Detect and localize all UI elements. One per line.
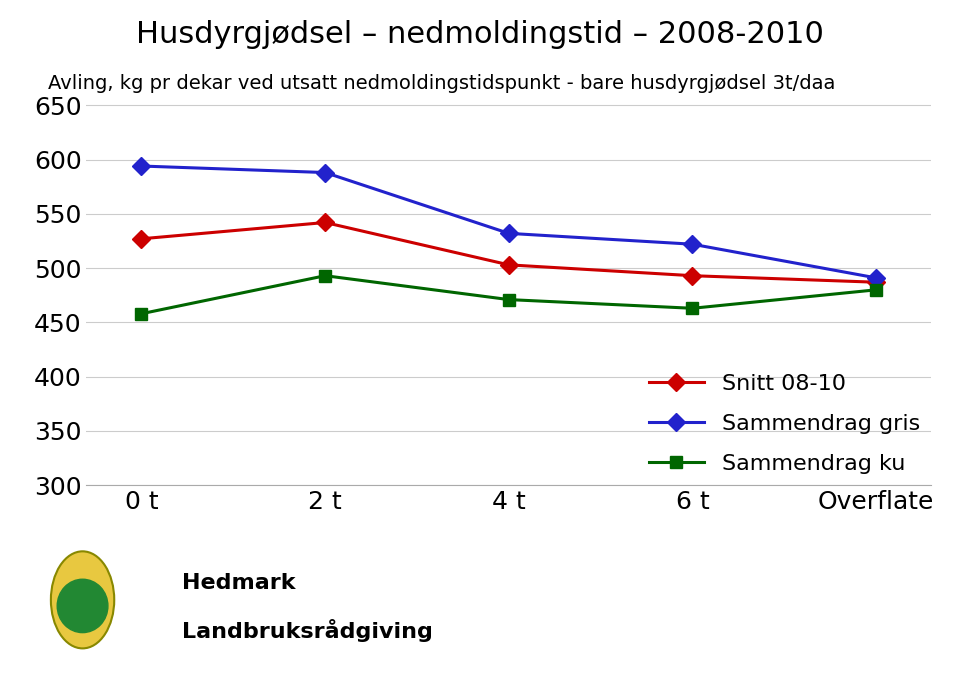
Sammendrag ku [135, 309, 147, 317]
Sammendrag gris [503, 229, 515, 237]
Text: Hedmark: Hedmark [182, 573, 296, 593]
Snitt 08-10 [320, 218, 331, 226]
Sammendrag ku [686, 304, 698, 312]
Legend: Snitt 08-10, Sammendrag gris, Sammendrag ku: Snitt 08-10, Sammendrag gris, Sammendrag… [649, 374, 920, 474]
Snitt 08-10 [686, 272, 698, 280]
Line: Snitt 08-10: Snitt 08-10 [135, 216, 882, 288]
Line: Sammendrag gris: Sammendrag gris [135, 160, 882, 284]
Text: Avling, kg pr dekar ved utsatt nedmoldingstidspunkt - bare husdyrgjødsel 3t/daa: Avling, kg pr dekar ved utsatt nedmoldin… [48, 74, 835, 93]
Line: Sammendrag ku: Sammendrag ku [135, 270, 882, 320]
Circle shape [58, 579, 108, 633]
Snitt 08-10 [135, 235, 147, 243]
Snitt 08-10 [871, 278, 882, 286]
Ellipse shape [51, 551, 114, 648]
Sammendrag ku [320, 272, 331, 280]
Snitt 08-10 [503, 261, 515, 269]
Sammendrag gris [871, 274, 882, 282]
Sammendrag ku [503, 295, 515, 303]
Sammendrag gris [686, 240, 698, 248]
Text: Husdyrgjødsel – nedmoldingstid – 2008-2010: Husdyrgjødsel – nedmoldingstid – 2008-20… [136, 20, 824, 49]
Sammendrag ku [871, 286, 882, 294]
Sammendrag gris [320, 168, 331, 177]
Sammendrag gris [135, 162, 147, 170]
Text: Landbruksrådgiving: Landbruksrådgiving [182, 619, 433, 642]
